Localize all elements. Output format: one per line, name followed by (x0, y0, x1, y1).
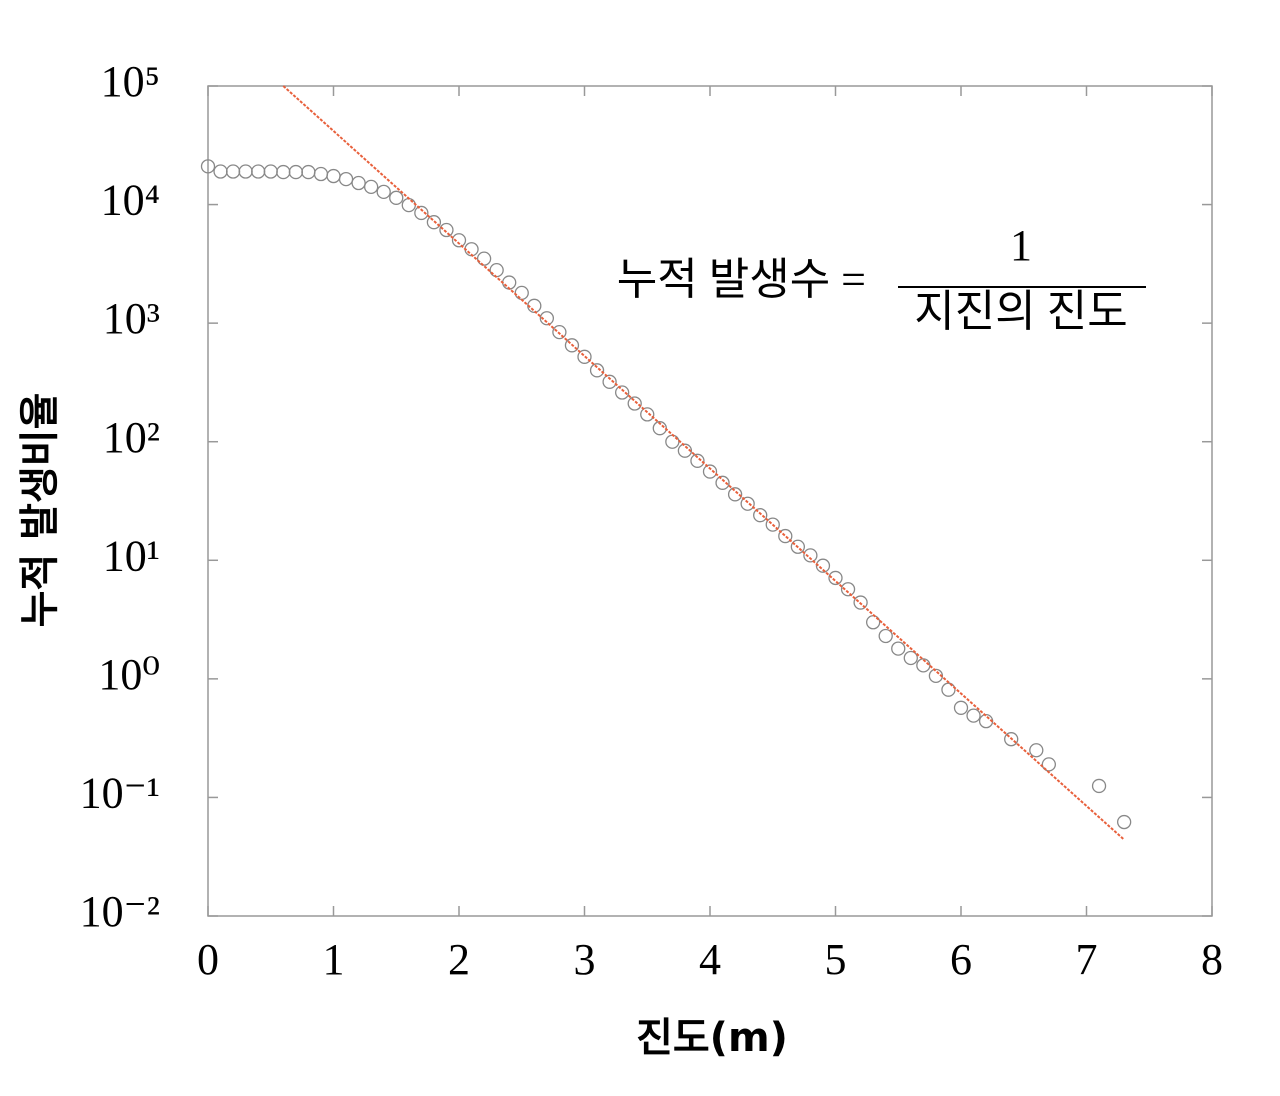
data-point (903, 650, 918, 666)
y-tick-label: 10⁰ (98, 650, 160, 699)
data-point (451, 233, 467, 248)
plot-frame (207, 85, 1213, 917)
data-point (1029, 743, 1044, 758)
data-point (577, 349, 592, 364)
x-axis-label: 진도(m) (636, 1015, 788, 1061)
data-point (539, 311, 554, 326)
data-point (1004, 732, 1019, 747)
data-point (878, 628, 893, 644)
data-point (251, 164, 266, 179)
data-point (941, 682, 956, 697)
data-point (828, 570, 843, 586)
x-tick-label: 1 (323, 935, 345, 984)
data-point (916, 658, 931, 673)
annotation-denominator: 지진의 진도 (914, 287, 1127, 336)
data-point (276, 164, 291, 180)
data-point (514, 285, 529, 301)
data-point (953, 700, 969, 715)
data-point (426, 215, 442, 230)
y-tick-label: 10⁻² (80, 887, 160, 936)
data-point (338, 171, 354, 187)
data-point (414, 205, 429, 221)
data-point (288, 164, 304, 180)
annotation-numerator: 1 (1010, 221, 1032, 270)
data-point (313, 166, 329, 182)
data-point (552, 324, 567, 340)
data-point (363, 179, 379, 195)
x-tick-label: 3 (574, 935, 596, 984)
y-tick-label: 10⁵ (101, 57, 160, 106)
data-point (815, 558, 831, 573)
data-point (502, 275, 517, 290)
data-point (966, 708, 981, 723)
data-point (1117, 814, 1132, 830)
y-tick-label: 10⁻¹ (80, 769, 160, 818)
data-point (301, 164, 316, 180)
data-point (225, 164, 241, 179)
data-point (602, 374, 617, 389)
data-point (702, 464, 718, 479)
data-point (489, 262, 504, 278)
x-tick-label: 7 (1076, 935, 1098, 984)
y-tick-label: 10² (103, 413, 160, 462)
annotation-lhs: 누적 발생수 = (617, 255, 866, 304)
x-tick-label: 8 (1201, 935, 1223, 984)
data-point (640, 407, 655, 422)
data-point (1091, 778, 1107, 794)
y-tick-label: 10¹ (103, 531, 160, 580)
data-point (589, 363, 605, 378)
data-point (765, 517, 780, 532)
data-point (389, 190, 404, 205)
data-point (376, 184, 391, 200)
data-point (326, 168, 341, 184)
data-point (615, 385, 630, 400)
x-tick-label: 5 (825, 935, 847, 984)
fit-line (282, 85, 1125, 841)
data-point (564, 338, 580, 353)
data-point (439, 222, 454, 238)
data-point (727, 487, 743, 502)
data-point (476, 251, 492, 266)
data-point (213, 164, 228, 179)
data-point (840, 582, 856, 597)
x-tick-label: 4 (699, 935, 721, 984)
data-point (740, 496, 755, 511)
data-point (351, 175, 366, 191)
x-tick-label: 2 (448, 935, 470, 984)
y-tick-label: 10³ (103, 294, 160, 343)
data-point (790, 539, 805, 554)
data-point (853, 595, 868, 610)
data-point (401, 197, 416, 213)
data-point (891, 641, 906, 656)
y-axis-label: 누적 발생비율 (17, 393, 63, 628)
data-point (665, 434, 680, 449)
x-tick-label: 0 (197, 935, 219, 984)
data-point (690, 453, 705, 468)
data-point (238, 164, 253, 179)
data-point (627, 396, 642, 411)
y-tick-label: 10⁴ (101, 176, 160, 225)
data-point (200, 159, 216, 174)
x-tick-label: 6 (950, 935, 972, 984)
data-point (263, 164, 278, 179)
data-point (803, 548, 818, 563)
data-point (715, 475, 730, 490)
data-point (778, 528, 793, 544)
data-point (753, 508, 768, 523)
